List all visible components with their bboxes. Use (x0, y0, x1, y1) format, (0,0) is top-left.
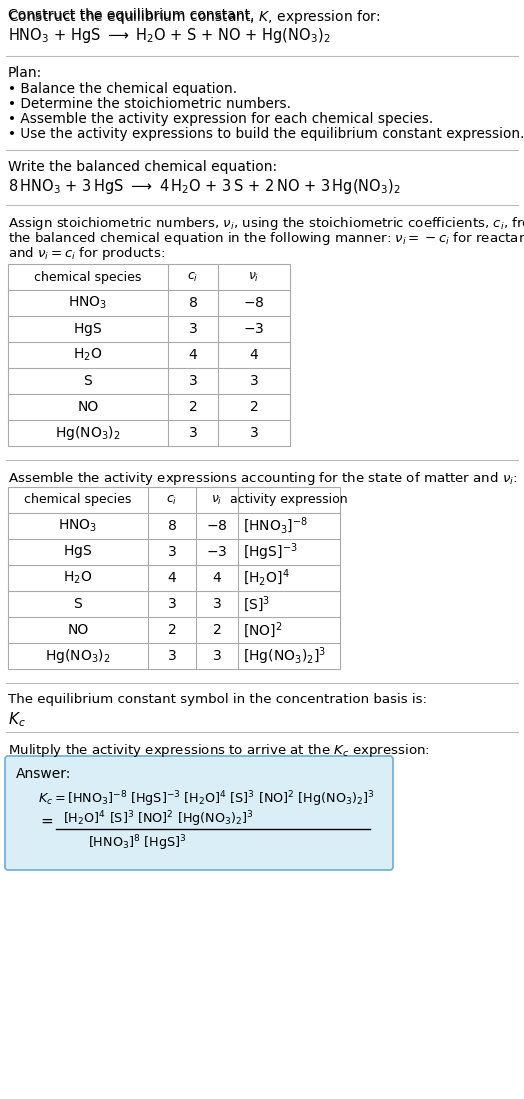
Text: • Balance the chemical equation.: • Balance the chemical equation. (8, 82, 237, 96)
Text: $[\mathrm{S}]^{3}$: $[\mathrm{S}]^{3}$ (243, 595, 270, 614)
Text: 3: 3 (213, 597, 221, 611)
Text: $\mathrm{HgS}$: $\mathrm{HgS}$ (73, 321, 103, 337)
Text: $[\mathrm{Hg(NO_3)_2}]^{3}$: $[\mathrm{Hg(NO_3)_2}]^{3}$ (243, 645, 326, 667)
Text: Assign stoichiometric numbers, $\nu_i$, using the stoichiometric coefficients, $: Assign stoichiometric numbers, $\nu_i$, … (8, 215, 524, 232)
Text: $\mathrm{HNO_3}$: $\mathrm{HNO_3}$ (68, 295, 107, 311)
Text: $\mathrm{HNO_3}$ + $\mathrm{HgS}$ $\longrightarrow$ $\mathrm{H_2O}$ + S + NO + $: $\mathrm{HNO_3}$ + $\mathrm{HgS}$ $\long… (8, 26, 331, 45)
Text: $\mathrm{H_2O}$: $\mathrm{H_2O}$ (63, 569, 93, 586)
Text: $[\mathrm{HgS}]^{-3}$: $[\mathrm{HgS}]^{-3}$ (243, 541, 298, 563)
Text: $\nu_i$: $\nu_i$ (248, 270, 260, 284)
Text: S: S (74, 597, 82, 611)
Text: NO: NO (68, 623, 89, 637)
Text: $\mathrm{HNO_3}$: $\mathrm{HNO_3}$ (58, 518, 97, 534)
Text: Construct the equilibrium constant, $K$, expression for:: Construct the equilibrium constant, $K$,… (8, 8, 380, 26)
Text: Assemble the activity expressions accounting for the state of matter and $\nu_i$: Assemble the activity expressions accoun… (8, 470, 518, 487)
Text: $c_i$: $c_i$ (188, 270, 199, 284)
Text: $-3$: $-3$ (243, 322, 265, 336)
Text: 3: 3 (168, 545, 177, 559)
Text: 3: 3 (168, 597, 177, 611)
Text: $-3$: $-3$ (206, 545, 227, 559)
Text: 3: 3 (249, 374, 258, 388)
Text: $-8$: $-8$ (206, 519, 228, 533)
Text: $c_i$: $c_i$ (166, 493, 178, 507)
Text: 3: 3 (168, 650, 177, 663)
Text: $-8$: $-8$ (243, 296, 265, 310)
Text: the balanced chemical equation in the following manner: $\nu_i = -c_i$ for react: the balanced chemical equation in the fo… (8, 230, 524, 247)
Text: activity expression: activity expression (230, 493, 348, 507)
Text: Write the balanced chemical equation:: Write the balanced chemical equation: (8, 160, 277, 174)
Text: 4: 4 (168, 571, 177, 585)
Text: 2: 2 (213, 623, 221, 637)
Text: $8\,\mathrm{HNO_3}$ + $3\,\mathrm{HgS}$ $\longrightarrow$ $4\,\mathrm{H_2O}$ + $: $8\,\mathrm{HNO_3}$ + $3\,\mathrm{HgS}$ … (8, 177, 400, 196)
Text: Construct the equilibrium constant,: Construct the equilibrium constant, (8, 8, 259, 22)
FancyBboxPatch shape (5, 756, 393, 870)
Text: $\mathrm{Hg(NO_3)_2}$: $\mathrm{Hg(NO_3)_2}$ (55, 424, 121, 442)
Text: Plan:: Plan: (8, 66, 42, 80)
Text: 2: 2 (249, 400, 258, 414)
Text: 8: 8 (189, 296, 198, 310)
Text: chemical species: chemical species (24, 493, 132, 507)
Text: 8: 8 (168, 519, 177, 533)
Text: S: S (84, 374, 92, 388)
Text: 4: 4 (249, 348, 258, 362)
Text: • Use the activity expressions to build the equilibrium constant expression.: • Use the activity expressions to build … (8, 127, 524, 141)
Bar (8, 264, 290, 446)
Text: 2: 2 (168, 623, 177, 637)
Text: $\mathrm{HgS}$: $\mathrm{HgS}$ (63, 544, 93, 560)
Text: 3: 3 (249, 426, 258, 440)
Text: 3: 3 (213, 650, 221, 663)
Text: chemical species: chemical species (34, 270, 141, 284)
Text: The equilibrium constant symbol in the concentration basis is:: The equilibrium constant symbol in the c… (8, 693, 427, 706)
Text: Answer:: Answer: (16, 767, 71, 781)
Text: 3: 3 (189, 426, 198, 440)
Text: 4: 4 (189, 348, 198, 362)
Text: NO: NO (78, 400, 99, 414)
Text: $[\mathrm{H_2O}]^4\ [\mathrm{S}]^3\ [\mathrm{NO}]^2\ [\mathrm{Hg(NO_3)_2}]^3$: $[\mathrm{H_2O}]^4\ [\mathrm{S}]^3\ [\ma… (63, 809, 254, 829)
Text: $[\mathrm{HNO_3}]^8\ [\mathrm{HgS}]^3$: $[\mathrm{HNO_3}]^8\ [\mathrm{HgS}]^3$ (88, 833, 187, 853)
Text: 4: 4 (213, 571, 221, 585)
Text: 2: 2 (189, 400, 198, 414)
Bar (8, 487, 340, 669)
Text: 3: 3 (189, 374, 198, 388)
Text: $=$: $=$ (38, 813, 54, 828)
Text: $\nu_i$: $\nu_i$ (211, 493, 223, 507)
Text: $[\mathrm{HNO_3}]^{-8}$: $[\mathrm{HNO_3}]^{-8}$ (243, 515, 308, 536)
Text: Mulitply the activity expressions to arrive at the $K_c$ expression:: Mulitply the activity expressions to arr… (8, 742, 430, 759)
Text: $\mathrm{Hg(NO_3)_2}$: $\mathrm{Hg(NO_3)_2}$ (45, 647, 111, 665)
Text: and $\nu_i = c_i$ for products:: and $\nu_i = c_i$ for products: (8, 245, 165, 262)
Text: $[\mathrm{NO}]^{2}$: $[\mathrm{NO}]^{2}$ (243, 620, 282, 640)
Text: 3: 3 (189, 322, 198, 336)
Text: $K_c$: $K_c$ (8, 710, 26, 729)
Text: • Determine the stoichiometric numbers.: • Determine the stoichiometric numbers. (8, 97, 291, 111)
Text: $K_c = [\mathrm{HNO_3}]^{-8}\ [\mathrm{HgS}]^{-3}\ [\mathrm{H_2O}]^4\ [\mathrm{S: $K_c = [\mathrm{HNO_3}]^{-8}\ [\mathrm{H… (38, 789, 375, 809)
Text: $\mathrm{H_2O}$: $\mathrm{H_2O}$ (73, 347, 103, 363)
Text: • Assemble the activity expression for each chemical species.: • Assemble the activity expression for e… (8, 112, 433, 126)
Text: $[\mathrm{H_2O}]^{4}$: $[\mathrm{H_2O}]^{4}$ (243, 568, 290, 588)
